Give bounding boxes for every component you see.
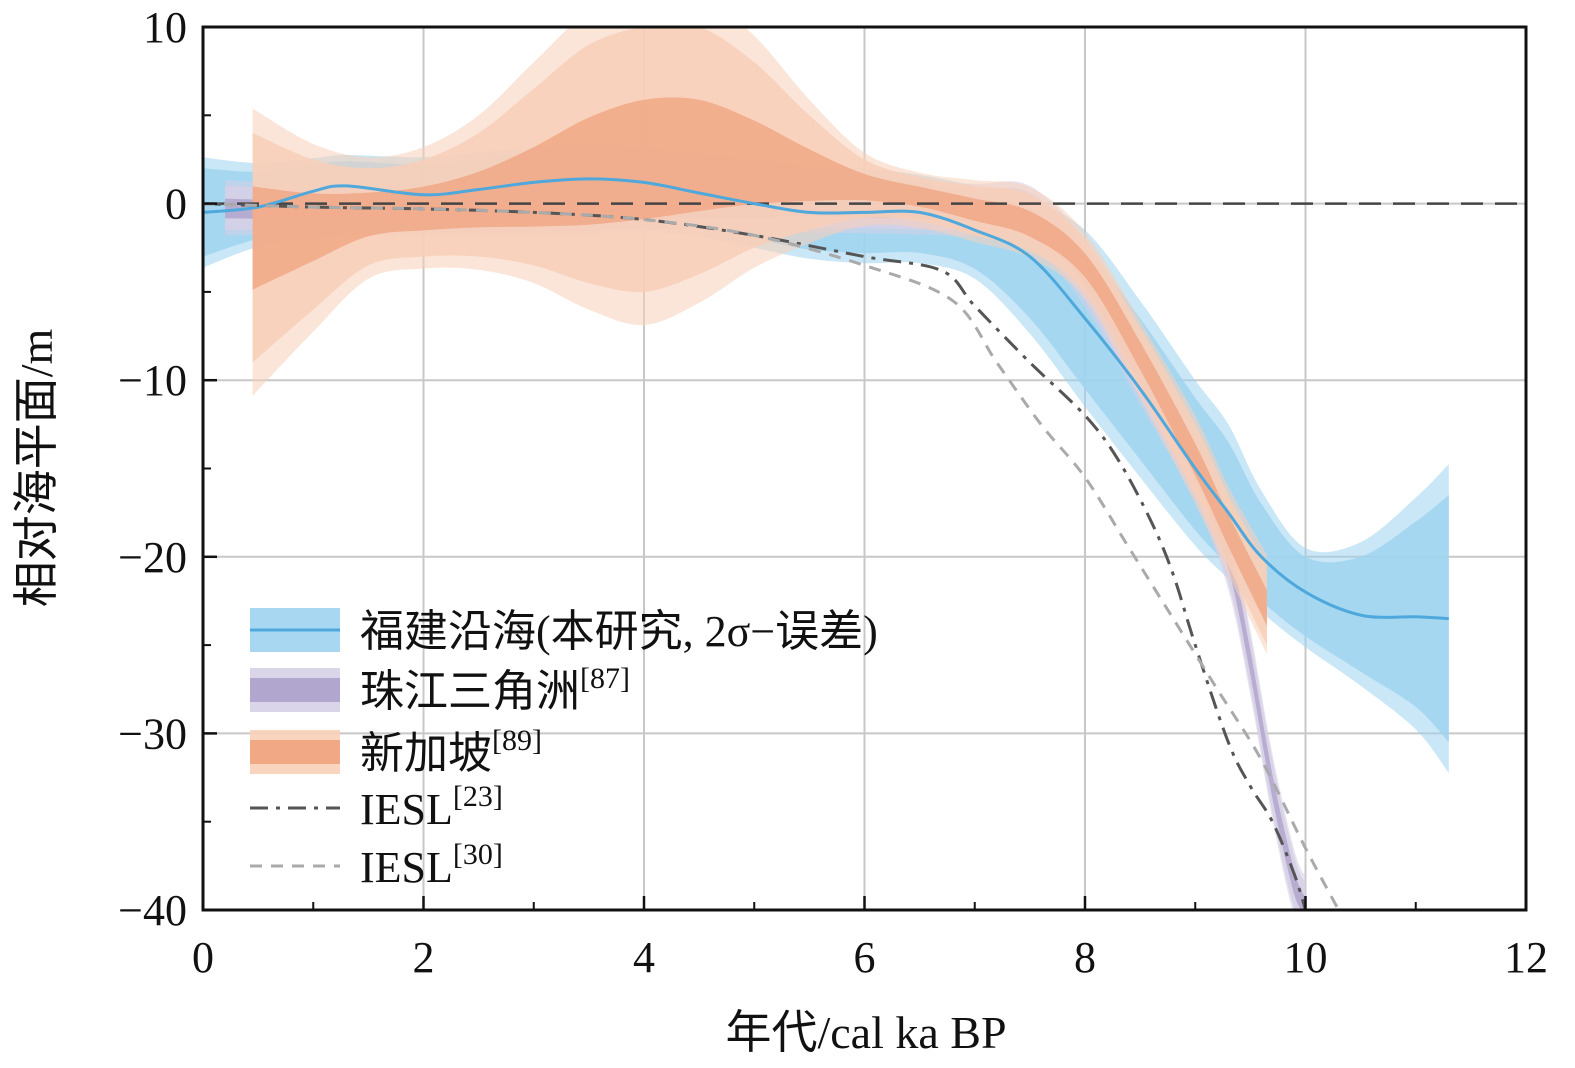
band-core-2: [252, 97, 1267, 626]
band-2: [252, 27, 1267, 646]
x-tick-label: 8: [1074, 933, 1096, 982]
legend-label-text: 福建沿海(本研究, 2σ−误差): [360, 607, 878, 656]
legend-label-text: 珠江三角洲: [360, 667, 580, 716]
axes: 0 2 4 6 8 10 12 10 0 −10 −20 −30 −40: [118, 3, 1548, 982]
legend-label-superscript: [23]: [453, 780, 503, 813]
x-tick-label: 2: [413, 933, 435, 982]
y-tick-label: −10: [118, 356, 187, 405]
x-tick-label: 6: [854, 933, 876, 982]
x-axis-title: 年代/cal ka BP: [725, 1007, 1006, 1058]
y-tick-label: −30: [118, 709, 187, 758]
legend: 福建沿海(本研究, 2σ−误差)珠江三角洲[87]新加坡[89]IESL[23]…: [250, 607, 878, 892]
y-tick-label: 10: [143, 3, 187, 52]
band-outer-0: [203, 145, 1449, 774]
legend-label: 福建沿海(本研究, 2σ−误差): [360, 607, 878, 656]
legend-label: IESL[23]: [360, 780, 503, 834]
legend-swatch-core: [250, 740, 340, 764]
series-line-0: [203, 177, 1449, 621]
series-line-3: [203, 202, 1307, 910]
legend-swatch-core: [250, 678, 340, 702]
x-tick-label: 0: [192, 933, 214, 982]
legend-label-text: IESL: [360, 843, 453, 892]
x-tick-label: 12: [1504, 933, 1548, 982]
y-tick-label: −20: [118, 533, 187, 582]
y-axis-title: 相对海平面/m: [11, 329, 62, 608]
legend-label-text: IESL: [360, 785, 453, 834]
y-tick-label: 0: [165, 180, 187, 229]
y-tick-label: −40: [118, 886, 187, 935]
series-line-4: [203, 202, 1340, 910]
legend-label-text: 新加坡: [360, 729, 492, 778]
legend-label: 新加坡[89]: [360, 724, 542, 778]
series-lines: [203, 177, 1526, 910]
legend-label-superscript: [30]: [453, 838, 503, 871]
x-tick-label: 4: [633, 933, 655, 982]
legend-label-superscript: [87]: [580, 662, 630, 695]
uncertainty-bands: [203, 27, 1449, 910]
legend-label-superscript: [89]: [492, 724, 542, 757]
legend-label: IESL[30]: [360, 838, 503, 892]
x-tick-label: 10: [1284, 933, 1328, 982]
legend-label: 珠江三角洲[87]: [360, 662, 630, 716]
